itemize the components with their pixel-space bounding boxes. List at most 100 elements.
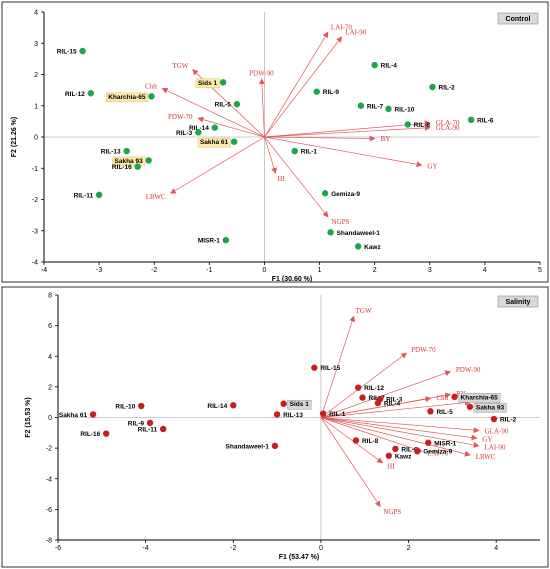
genotype-label: RIL-16	[112, 164, 132, 171]
loading-vector-label: LAI-90	[485, 443, 506, 451]
y-tick-label: -1	[32, 166, 38, 173]
y-tick-label: 2	[34, 72, 38, 79]
genotype-label: Kharchia-65	[108, 94, 146, 101]
genotype-label: RIL-16	[80, 431, 100, 438]
y-tick-label: 0	[34, 135, 38, 142]
genotype-point-ril-3	[376, 395, 384, 403]
y-axis-title: F2 (15.53 %)	[25, 397, 32, 437]
highlight-label-box	[112, 156, 146, 167]
genotype-point-gemiza-9	[414, 447, 421, 455]
control-panel-frame	[1, 1, 549, 283]
genotype-label: RIL-7	[367, 103, 384, 110]
loading-vector-gla-90	[264, 124, 431, 138]
x-tick-label: 4	[494, 545, 498, 552]
loading-vector-label: NGPS	[332, 218, 350, 226]
loading-vector-gla-90	[320, 417, 480, 434]
loading-vector-gla-70	[320, 399, 471, 418]
y-tick-label: 6	[48, 323, 52, 330]
genotype-point-ril-8	[352, 437, 360, 444]
highlight-label-box	[105, 92, 149, 103]
loading-vector-lrwc	[320, 417, 471, 457]
x-tick-label: -2	[151, 267, 157, 274]
y-tick-label: 2	[48, 384, 52, 391]
loading-vector-label: Chlt	[436, 394, 448, 402]
x-axis-title: F1 (30.60 %)	[272, 276, 312, 283]
genotype-point-misr-1	[222, 236, 230, 244]
genotype-label: Sids 1	[198, 80, 218, 87]
loading-vector-label: LRWC	[146, 193, 166, 201]
y-tick-label: -4	[46, 476, 52, 483]
loading-vector-label: LRWC	[476, 453, 496, 461]
genotype-point-ril-14	[230, 402, 237, 409]
loading-vector-label: GY	[482, 435, 492, 443]
x-tick-label: 3	[428, 267, 432, 274]
loading-vector-label: LAI-90	[345, 29, 366, 37]
loading-vector-pdw-70	[320, 352, 408, 418]
genotype-point-ril-15	[311, 364, 318, 371]
genotype-label: RIL-14	[207, 403, 227, 410]
genotype-label: Kawz	[395, 453, 412, 460]
genotype-label: RIL-15	[320, 365, 340, 372]
x-tick-label: 2	[373, 267, 377, 274]
loading-vector-label: GLA-90	[436, 124, 460, 132]
genotype-point-ril-7	[357, 102, 365, 109]
salinity-panel-frame	[1, 286, 549, 568]
y-tick-label: 3	[34, 41, 38, 48]
genotype-label: Sakha 61	[59, 412, 88, 419]
genotype-label: Sids 1	[290, 401, 310, 408]
y-tick-label: 0	[48, 415, 52, 422]
genotype-point-ril-16	[103, 430, 110, 437]
genotype-label: RIL-12	[65, 91, 85, 98]
loading-vector-ngps	[264, 136, 329, 218]
y-tick-label: -2	[32, 197, 38, 204]
y-tick-label: -4	[32, 260, 38, 267]
genotype-point-ril-11	[159, 425, 167, 433]
y-tick-label: -3	[32, 228, 38, 235]
genotype-point-sakha-61	[230, 138, 238, 145]
x-tick-label: -6	[55, 545, 61, 552]
genotype-point-ril-2	[490, 415, 498, 423]
genotype-point-kharchia-65	[148, 93, 155, 100]
genotype-point-ril-16	[134, 163, 141, 170]
genotype-point-ril-12	[354, 384, 362, 391]
panel-title-badge: Control	[506, 16, 531, 23]
genotype-label: RIL-9	[323, 89, 340, 96]
genotype-point-ril-6	[467, 116, 475, 124]
x-tick-label: 4	[483, 267, 487, 274]
genotype-point-ril-14	[211, 124, 219, 131]
genotype-label: Sakha 93	[476, 404, 505, 411]
genotype-point-ril-4	[371, 61, 378, 69]
genotype-label: RIL-8	[362, 438, 379, 445]
genotype-point-misr-1	[425, 439, 432, 446]
loading-vector-chlt	[320, 396, 432, 418]
y-tick-label: -8	[46, 538, 52, 545]
x-tick-label: -4	[143, 545, 149, 552]
y-axis-title: F2 (21.26 %)	[11, 117, 18, 157]
loading-vector-label: HI	[387, 463, 395, 471]
genotype-point-ril-10	[138, 402, 145, 410]
genotype-point-shandaweel-1	[327, 229, 334, 236]
genotype-label: Gemiza-9	[331, 191, 360, 198]
loading-vector-lrwc	[169, 136, 265, 194]
genotype-label: RIL-11	[138, 426, 158, 433]
loading-vector-ngps	[320, 417, 381, 508]
loading-vector-hi	[320, 417, 384, 464]
genotype-point-sids-1	[280, 400, 287, 407]
genotype-label: RIL-12	[364, 385, 384, 392]
genotype-point-sakha-61	[89, 411, 97, 418]
x-tick-label: -2	[230, 545, 236, 552]
genotype-label: MISR-1	[198, 238, 220, 245]
genotype-point-ril-2	[429, 83, 436, 91]
loading-vector-pdw-90	[258, 78, 265, 138]
loading-vector-label: PDW-70	[411, 346, 436, 354]
genotype-label: RIL-1	[301, 149, 318, 156]
genotype-label: RIL-2	[500, 417, 517, 424]
loading-vector-label: TGW	[172, 62, 188, 70]
genotype-label: RIL-6	[477, 117, 494, 124]
genotype-label: Sakha 61	[200, 139, 229, 146]
genotype-point-sakha-93	[145, 157, 152, 164]
loading-vector-lai-70	[264, 31, 329, 138]
panel-badge-box	[497, 12, 539, 25]
genotype-label: MISR-1	[434, 440, 456, 447]
